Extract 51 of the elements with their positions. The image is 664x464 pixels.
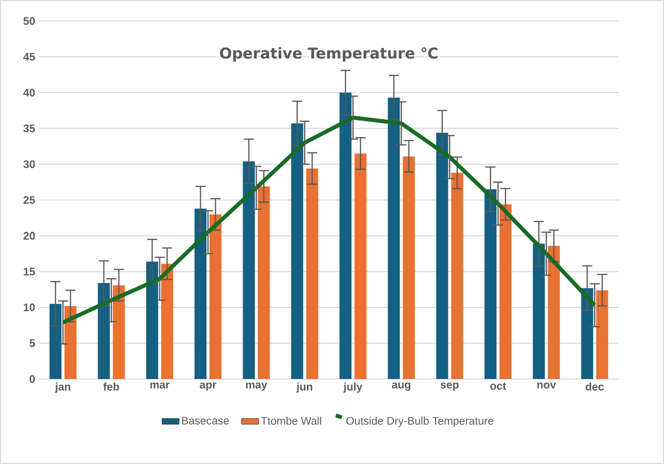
x-tick-label: may bbox=[246, 382, 268, 391]
bar bbox=[112, 285, 125, 379]
x-tick-label: apr bbox=[200, 382, 216, 391]
y-tick-label: 20 bbox=[23, 232, 35, 240]
y-tick-label: 10 bbox=[24, 304, 35, 312]
y-tick-label: 30 bbox=[23, 160, 35, 168]
line-series bbox=[61, 116, 597, 324]
x-tick-label: jun bbox=[296, 382, 312, 393]
y-tick-label: 40 bbox=[23, 88, 35, 96]
x-tick-label: oct bbox=[490, 382, 506, 390]
y-tick-label: 15 bbox=[24, 268, 35, 276]
bar bbox=[306, 168, 318, 379]
text: Operative Temperature ℃ bbox=[220, 47, 438, 62]
bar bbox=[146, 262, 158, 379]
y-tick-label: 5 bbox=[30, 339, 35, 348]
bar bbox=[161, 264, 174, 379]
y-tick-label: 25 bbox=[23, 196, 35, 204]
legend-label: Basecase bbox=[182, 416, 229, 425]
y-tick-label: 0 bbox=[30, 375, 35, 383]
bar bbox=[500, 204, 512, 379]
bar bbox=[210, 214, 222, 379]
x-tick-label: mar bbox=[150, 382, 170, 389]
x-tick-label: sep bbox=[440, 382, 459, 391]
bar bbox=[340, 92, 352, 379]
bar bbox=[258, 186, 270, 379]
bar bbox=[50, 304, 62, 379]
bar bbox=[532, 244, 545, 379]
bar bbox=[596, 290, 608, 379]
legend-label: Outside Dry-Bulb Temperature bbox=[346, 416, 494, 427]
y-tick-label: 45 bbox=[23, 52, 35, 61]
bar bbox=[402, 156, 415, 379]
x-tick-label: nov bbox=[537, 382, 556, 389]
y-tick-label: 50 bbox=[23, 17, 35, 25]
bar bbox=[548, 246, 560, 379]
bar bbox=[484, 189, 497, 379]
x-tick-label: dec bbox=[586, 382, 604, 391]
bar bbox=[291, 123, 304, 379]
x-tick-label: july bbox=[343, 382, 362, 393]
bar bbox=[64, 306, 76, 379]
bar bbox=[98, 283, 110, 379]
bar bbox=[436, 132, 448, 379]
y-tick-label: 35 bbox=[23, 124, 35, 132]
bar bbox=[194, 208, 206, 379]
x-tick-label: jan bbox=[54, 382, 70, 393]
legend-label: Ttombe Wall bbox=[261, 416, 322, 425]
bar bbox=[354, 153, 367, 379]
x-tick-label: feb bbox=[103, 382, 120, 391]
bar bbox=[388, 98, 400, 379]
x-tick-label: aug bbox=[392, 382, 410, 391]
bar bbox=[451, 172, 464, 379]
bar bbox=[242, 161, 255, 379]
